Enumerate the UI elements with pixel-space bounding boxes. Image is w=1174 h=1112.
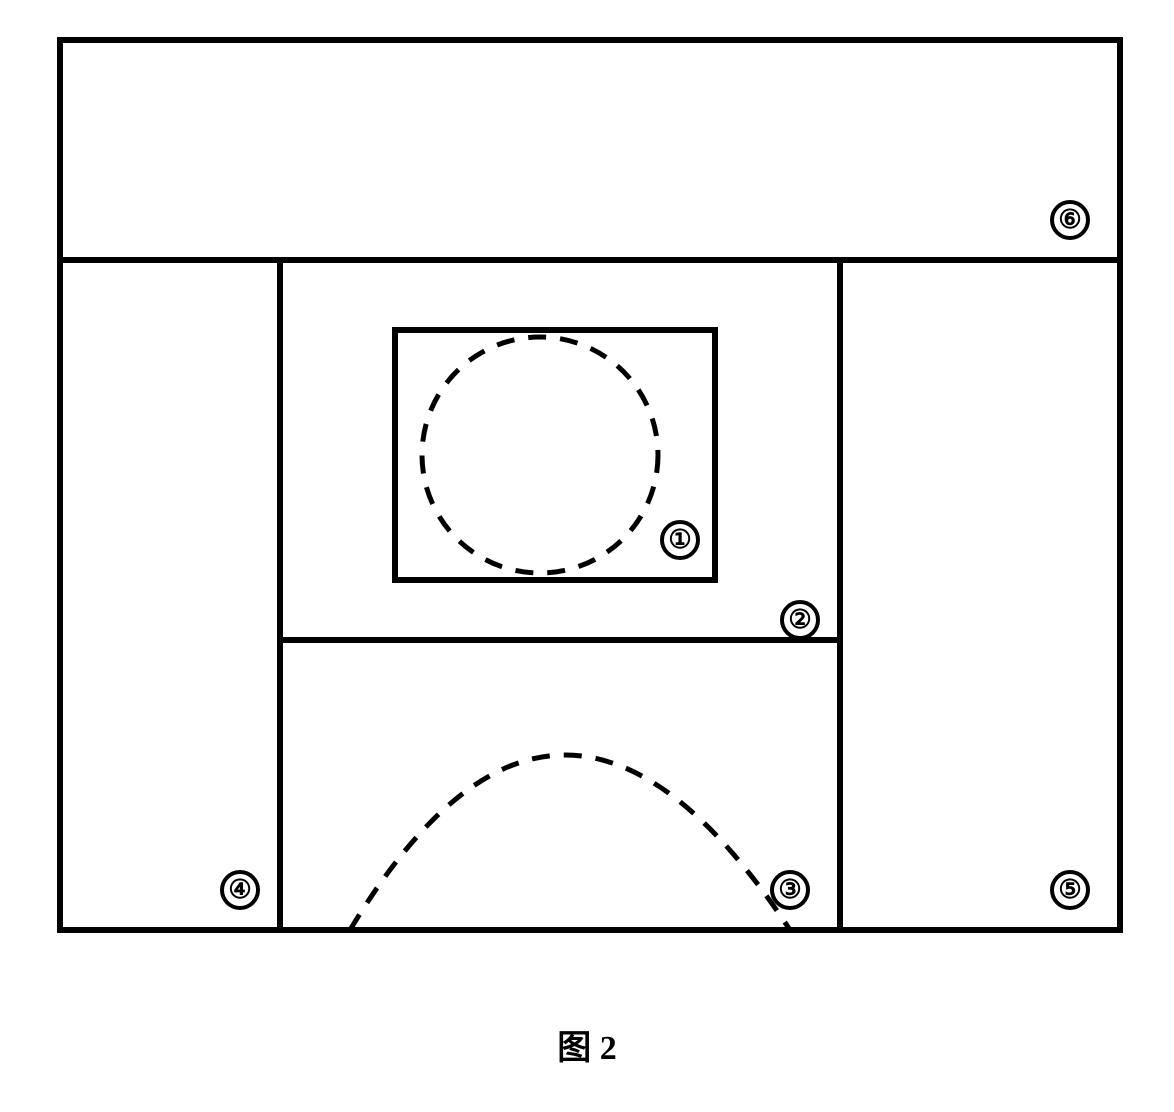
region-marker-4: ④ <box>220 870 260 910</box>
diagram-stage: ① ② ③ ④ ⑤ ⑥ 图 2 <box>0 0 1174 1112</box>
region-marker-2: ② <box>780 600 820 640</box>
region-marker-6: ⑥ <box>1050 200 1090 240</box>
region-marker-3: ③ <box>770 870 810 910</box>
figure-caption: 图 2 <box>557 1020 617 1069</box>
region-marker-1: ① <box>660 520 700 560</box>
region-marker-5: ⑤ <box>1050 870 1090 910</box>
diagram-svg <box>0 0 1174 1112</box>
